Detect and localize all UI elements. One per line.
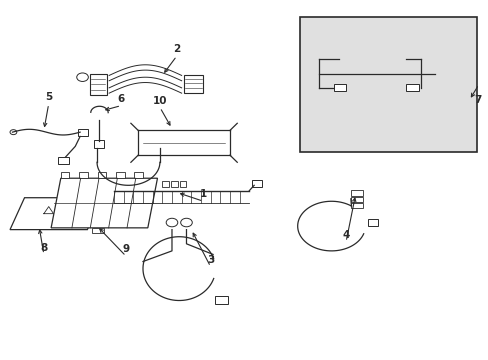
Bar [97, 172, 106, 178]
Polygon shape [51, 178, 157, 228]
Bar [171, 181, 178, 187]
Polygon shape [10, 198, 102, 230]
Text: 2: 2 [173, 44, 180, 54]
Bar [162, 181, 169, 187]
Bar [350, 203, 362, 208]
Bar [90, 74, 106, 95]
Text: 6: 6 [117, 94, 124, 104]
Text: 5: 5 [45, 92, 52, 102]
Bar [58, 157, 69, 164]
Text: 1: 1 [200, 189, 206, 199]
Text: 9: 9 [122, 244, 129, 255]
Bar [183, 76, 203, 93]
Bar [92, 228, 104, 233]
Bar [180, 181, 186, 187]
Bar [350, 190, 362, 195]
Bar [78, 129, 88, 136]
Bar [116, 172, 124, 178]
Text: 3: 3 [206, 255, 214, 265]
Bar [367, 219, 378, 226]
Bar [350, 197, 362, 202]
Text: 10: 10 [152, 95, 167, 105]
Bar [79, 172, 88, 178]
Bar [251, 180, 262, 187]
Bar [406, 84, 418, 91]
Bar [215, 296, 227, 304]
Bar [134, 172, 142, 178]
Text: 4: 4 [342, 230, 349, 240]
Bar [61, 172, 69, 178]
Bar [333, 84, 346, 91]
Bar [94, 140, 104, 148]
Text: 8: 8 [40, 243, 47, 253]
Bar [300, 17, 476, 152]
Text: 7: 7 [473, 95, 481, 105]
